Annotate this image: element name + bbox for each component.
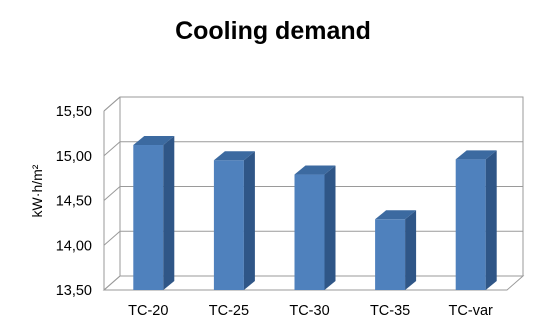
gridline [103, 186, 523, 201]
bar [213, 151, 255, 290]
bar [375, 210, 417, 290]
chart-title: Cooling demand [175, 17, 371, 45]
bar-side [243, 151, 255, 290]
y-tick-label: 15,50 [56, 104, 92, 120]
bar-side [405, 210, 417, 290]
x-axis-ticks: TC-20 TC-25 TC-30 TC-35 TC-var [128, 303, 493, 319]
x-tick-label: TC-var [449, 303, 493, 319]
bar [133, 136, 175, 290]
bar-side [324, 165, 336, 290]
bar-front [375, 219, 406, 290]
y-tick-label: 15,00 [56, 149, 92, 165]
y-tick-label: 13,50 [56, 283, 92, 299]
x-tick-label: TC-20 [128, 303, 168, 319]
x-tick-label: TC-25 [209, 303, 249, 319]
bar-side [485, 150, 497, 290]
y-axis-ticks: 13,50 14,00 14,50 15,00 15,50 [56, 104, 92, 299]
gridline [103, 141, 523, 157]
bar-side [163, 136, 175, 290]
y-tick-label: 14,00 [56, 238, 92, 254]
bar-top [213, 151, 255, 161]
bar-top [375, 210, 417, 220]
bar [294, 165, 336, 290]
x-tick-label: TC-30 [289, 303, 329, 319]
y-tick-label: 14,50 [56, 194, 92, 210]
bar-front [213, 160, 244, 290]
bar-top [294, 165, 336, 175]
y-axis-label: kW·h/m² [29, 164, 45, 217]
bars [133, 136, 497, 290]
bar [455, 150, 497, 290]
bar-front [294, 174, 325, 290]
x-tick-label: TC-35 [370, 303, 410, 319]
bar-front [133, 145, 164, 290]
bar-top [455, 150, 497, 160]
bar-front [455, 159, 486, 290]
bar-top [133, 136, 175, 146]
gridline [103, 96, 523, 112]
